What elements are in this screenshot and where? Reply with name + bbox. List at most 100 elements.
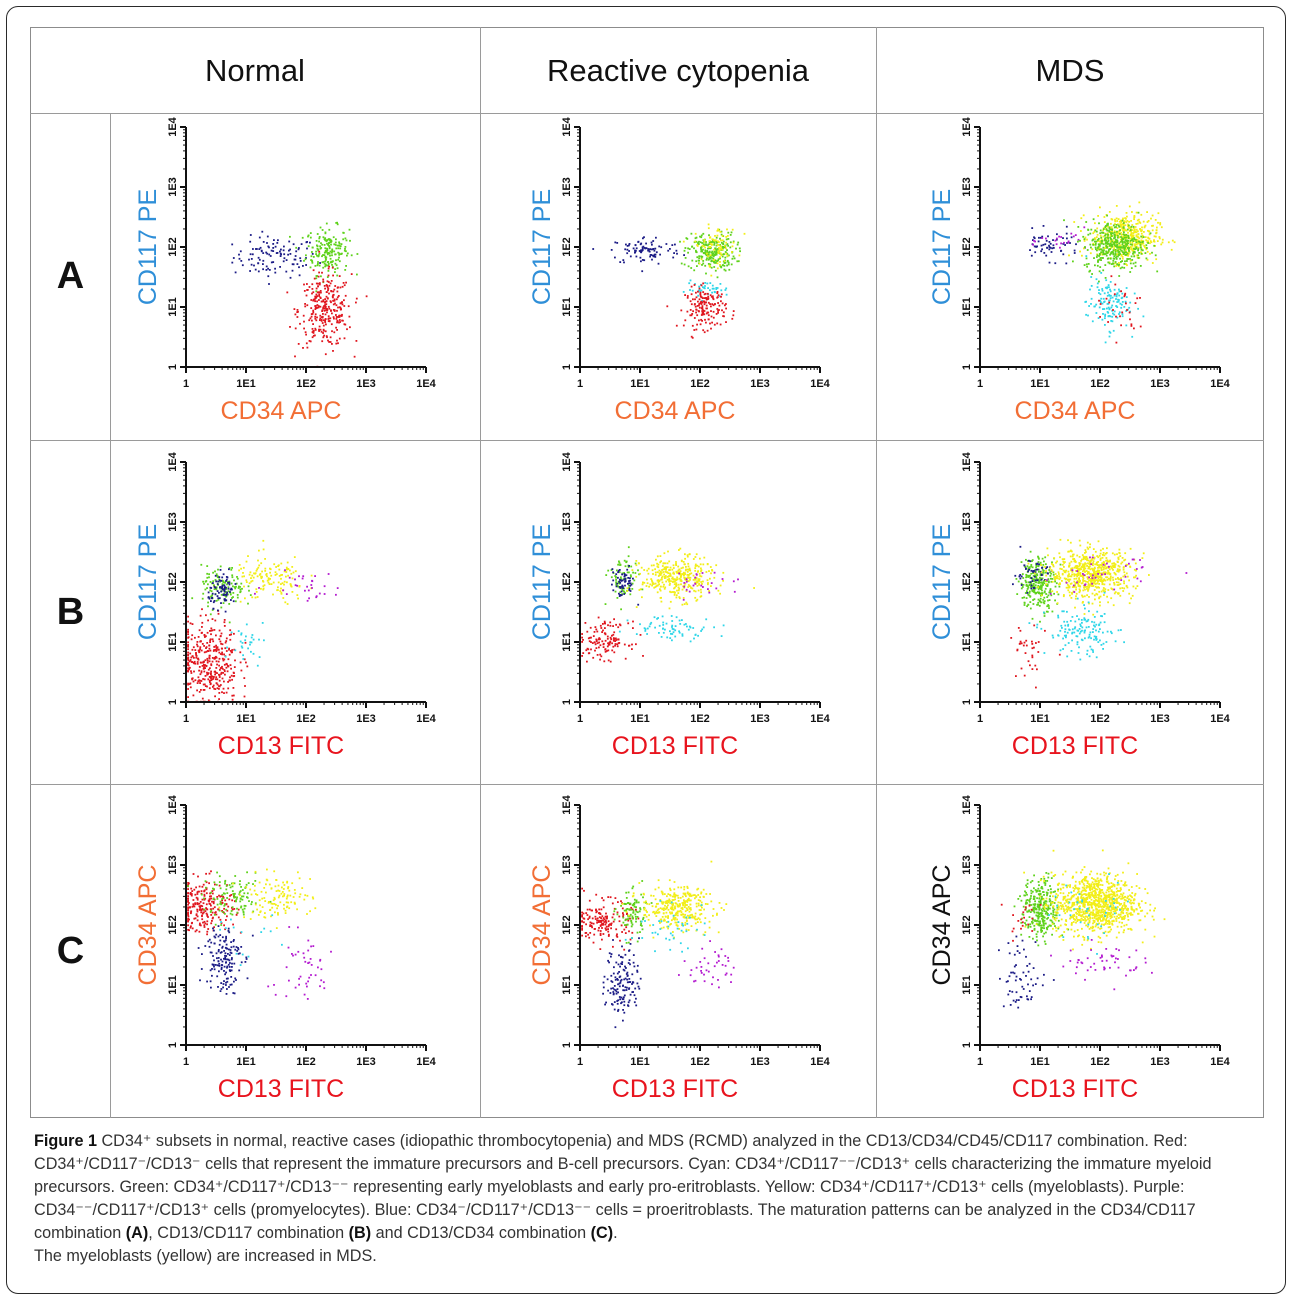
data-point	[1045, 583, 1048, 585]
data-point	[738, 247, 741, 250]
data-point	[263, 584, 266, 587]
data-point	[706, 311, 709, 314]
data-point	[241, 646, 244, 649]
data-point	[710, 310, 712, 312]
data-point	[707, 253, 710, 256]
data-point	[1140, 232, 1143, 235]
data-point	[1038, 557, 1040, 560]
data-point	[1048, 261, 1051, 264]
data-point	[233, 648, 236, 651]
y-tick-label: 1E3	[167, 177, 179, 197]
data-point	[1042, 225, 1045, 227]
data-point	[187, 644, 189, 646]
data-point	[1127, 226, 1130, 228]
data-point	[593, 631, 596, 633]
data-point	[1105, 279, 1108, 282]
series-cyan	[1084, 255, 1145, 344]
data-point	[330, 323, 333, 326]
data-point	[1125, 221, 1128, 224]
data-point	[1050, 577, 1052, 580]
data-point	[1109, 281, 1112, 283]
data-point	[671, 633, 674, 635]
data-point	[1043, 600, 1046, 603]
data-point	[279, 252, 282, 255]
data-point	[709, 577, 711, 580]
data-point	[1043, 560, 1045, 563]
data-point	[332, 260, 334, 263]
data-point	[331, 343, 333, 345]
data-point	[673, 592, 676, 594]
data-point	[338, 260, 341, 263]
data-point	[326, 308, 328, 310]
data-point	[327, 317, 330, 320]
data-point	[307, 589, 310, 592]
data-point	[325, 291, 328, 293]
data-point	[1139, 265, 1142, 267]
data-point	[716, 291, 719, 293]
data-point	[646, 633, 648, 635]
data-point	[1083, 238, 1086, 240]
data-point	[1094, 246, 1097, 249]
data-point	[1033, 590, 1036, 593]
data-point	[1126, 243, 1128, 245]
data-point	[638, 250, 641, 252]
data-point	[1093, 257, 1095, 259]
data-point	[1035, 568, 1038, 571]
x-tick-label: 1E3	[356, 713, 376, 725]
data-point	[1134, 230, 1137, 233]
data-point	[614, 241, 617, 244]
data-point	[714, 252, 717, 255]
data-point	[1108, 315, 1111, 317]
data-point	[224, 598, 226, 600]
x-tick-label: 1E3	[750, 378, 770, 390]
data-point	[646, 578, 648, 581]
data-point	[1031, 566, 1034, 569]
data-point	[355, 297, 358, 300]
data-point	[225, 588, 228, 590]
data-point	[1104, 341, 1107, 344]
data-point	[1027, 576, 1029, 578]
data-point	[1067, 589, 1070, 592]
data-point	[1027, 581, 1030, 584]
data-point	[1031, 580, 1034, 582]
data-point	[1015, 578, 1018, 580]
x-tick-label: 1E1	[1030, 378, 1050, 390]
data-point	[1033, 578, 1035, 581]
data-point	[328, 245, 330, 247]
data-point	[1082, 601, 1084, 603]
data-point	[646, 569, 649, 572]
data-point	[1031, 560, 1033, 562]
data-point	[722, 315, 724, 317]
data-point	[225, 595, 227, 598]
data-point	[312, 311, 315, 314]
data-point	[717, 243, 720, 246]
data-point	[715, 564, 718, 567]
data-point	[662, 562, 665, 565]
data-point	[1086, 557, 1089, 560]
data-point	[1104, 286, 1107, 289]
data-point	[288, 576, 291, 579]
data-point	[1035, 565, 1038, 567]
data-point	[652, 573, 654, 575]
data-point	[1126, 563, 1129, 566]
data-point	[1126, 244, 1128, 246]
data-point	[1102, 243, 1105, 246]
data-point	[193, 660, 196, 663]
data-point	[1019, 545, 1022, 548]
data-point	[239, 640, 242, 643]
data-point	[258, 248, 261, 250]
data-point	[283, 583, 285, 586]
data-point	[622, 587, 624, 590]
data-point	[700, 570, 702, 573]
data-point	[269, 568, 272, 571]
data-point	[228, 621, 231, 624]
data-point	[303, 327, 305, 330]
data-point	[713, 571, 716, 574]
data-point	[683, 586, 686, 589]
data-point	[325, 256, 328, 259]
data-point	[1096, 256, 1098, 258]
data-point	[705, 298, 708, 301]
data-point	[1016, 593, 1019, 595]
data-point	[208, 654, 211, 657]
data-point	[615, 637, 617, 640]
